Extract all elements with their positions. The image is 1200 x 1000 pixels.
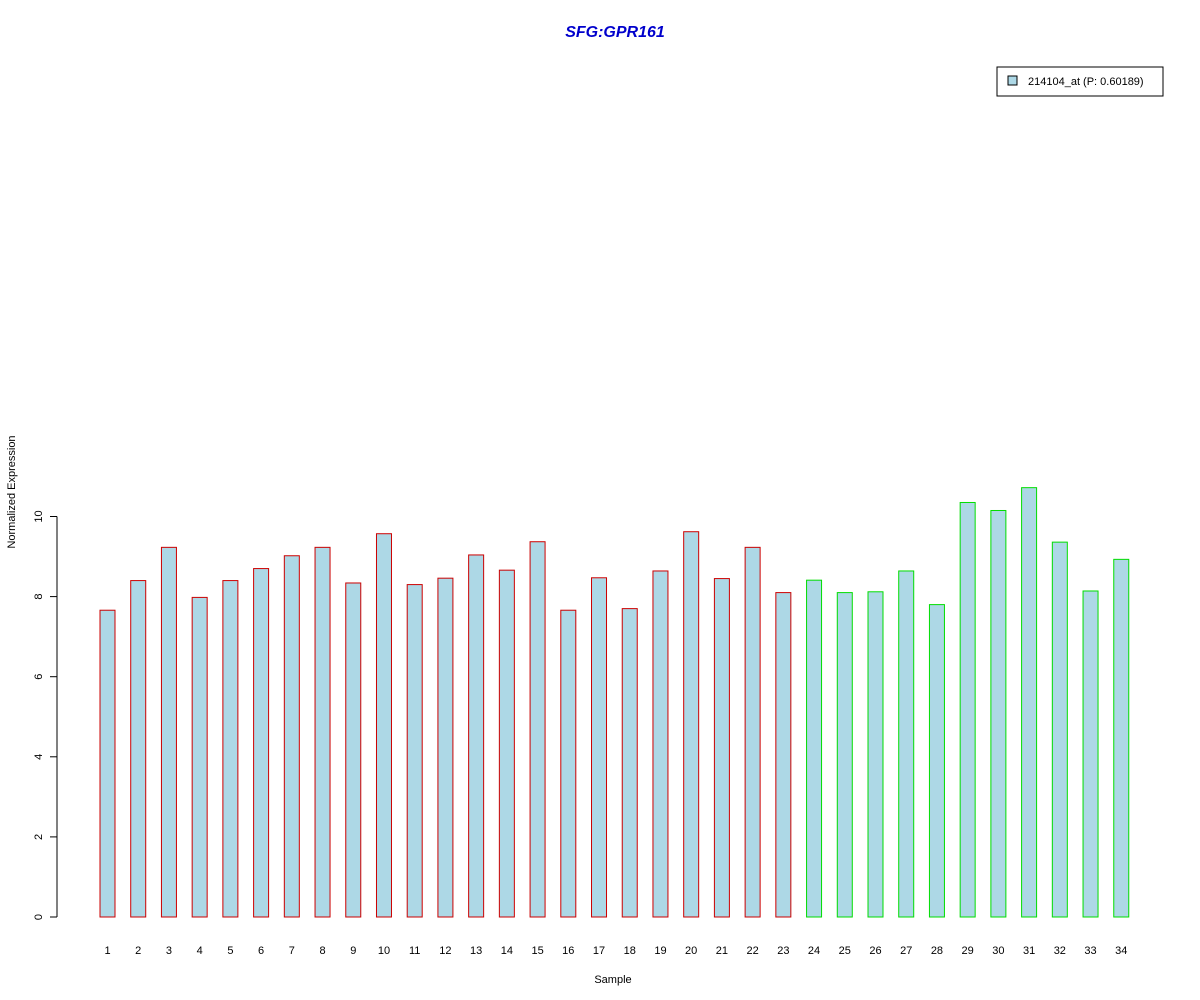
bar <box>406 584 423 918</box>
bar <box>713 578 730 918</box>
x-tick-label: 33 <box>1084 945 1096 957</box>
x-tick-label: 6 <box>258 945 264 957</box>
x-tick-label: 4 <box>197 945 203 957</box>
x-tick-label: 9 <box>350 945 356 957</box>
y-axis-label: Normalized Expression <box>6 435 18 548</box>
bar <box>130 580 147 918</box>
y-tick-label: 10 <box>33 510 45 522</box>
x-tick-label: 30 <box>992 945 1004 957</box>
bar <box>498 569 515 918</box>
bar <box>99 609 116 918</box>
bar <box>560 609 577 918</box>
x-axis-label: Sample <box>594 974 631 986</box>
bar <box>191 596 208 918</box>
bar <box>775 592 792 918</box>
y-tick-label: 2 <box>33 834 45 840</box>
bar <box>314 546 331 918</box>
bar <box>836 592 853 918</box>
bar <box>1082 590 1099 918</box>
bar <box>437 577 454 918</box>
bars-group <box>99 487 1130 918</box>
x-tick-label: 7 <box>289 945 295 957</box>
x-tick-label: 19 <box>654 945 666 957</box>
x-tick-label: 23 <box>777 945 789 957</box>
x-tick-label: 32 <box>1054 945 1066 957</box>
bar <box>652 570 669 918</box>
x-tick-label: 12 <box>439 945 451 957</box>
x-tick-label: 13 <box>470 945 482 957</box>
bar <box>1051 541 1068 918</box>
x-tick-label: 2 <box>135 945 141 957</box>
x-tick-label: 24 <box>808 945 820 957</box>
bar <box>621 608 638 918</box>
x-tick-label: 28 <box>931 945 943 957</box>
bar <box>529 541 546 918</box>
bar <box>160 546 177 918</box>
legend-box <box>996 66 1164 97</box>
y-axis: 0 2 4 6 8 10 <box>33 510 58 920</box>
x-tick-label: 5 <box>227 945 233 957</box>
x-tick-label: 29 <box>962 945 974 957</box>
bar <box>959 501 976 918</box>
x-tick-label: 17 <box>593 945 605 957</box>
bar <box>375 533 392 918</box>
x-tick-label: 15 <box>531 945 543 957</box>
bar <box>683 531 700 918</box>
y-tick-label: 4 <box>33 754 45 760</box>
bar <box>898 570 915 918</box>
bar <box>928 604 945 918</box>
x-tick-label: 20 <box>685 945 697 957</box>
x-tick-label: 18 <box>624 945 636 957</box>
y-tick-label: 6 <box>33 674 45 680</box>
x-tick-label: 1 <box>104 945 110 957</box>
legend: 214104_at (P: 0.60189) <box>996 66 1164 97</box>
y-tick-label: 8 <box>33 594 45 600</box>
bar <box>867 591 884 918</box>
bar <box>1021 487 1038 918</box>
legend-label: 214104_at (P: 0.60189) <box>1028 76 1144 88</box>
x-tick-label: 14 <box>501 945 513 957</box>
x-tick-label: 21 <box>716 945 728 957</box>
x-tick-label: 3 <box>166 945 172 957</box>
chart-title: SFG:GPR161 <box>565 24 665 41</box>
x-tick-label: 22 <box>746 945 758 957</box>
x-tick-label: 26 <box>869 945 881 957</box>
y-tick-label: 0 <box>33 914 45 920</box>
x-tick-label: 34 <box>1115 945 1127 957</box>
x-tick-label: 25 <box>839 945 851 957</box>
bar <box>468 554 485 918</box>
bar <box>591 577 608 918</box>
x-tick-labels: 1 2 3 4 5 6 7 8 9 10 11 12 13 14 15 16 17 18 19 20 21 22 23 24 2… <box>104 945 1127 957</box>
x-tick-label: 16 <box>562 945 574 957</box>
bar <box>1113 558 1130 918</box>
x-tick-label: 27 <box>900 945 912 957</box>
bar <box>806 579 823 918</box>
bar <box>222 580 239 918</box>
x-tick-label: 11 <box>409 945 420 957</box>
legend-swatch <box>1007 75 1018 86</box>
bar <box>345 582 362 918</box>
x-tick-label: 31 <box>1023 945 1035 957</box>
x-tick-label: 8 <box>319 945 325 957</box>
x-tick-label: 10 <box>378 945 390 957</box>
bar <box>744 546 761 918</box>
bar <box>253 568 270 918</box>
bar <box>990 509 1007 918</box>
bar <box>283 555 300 918</box>
